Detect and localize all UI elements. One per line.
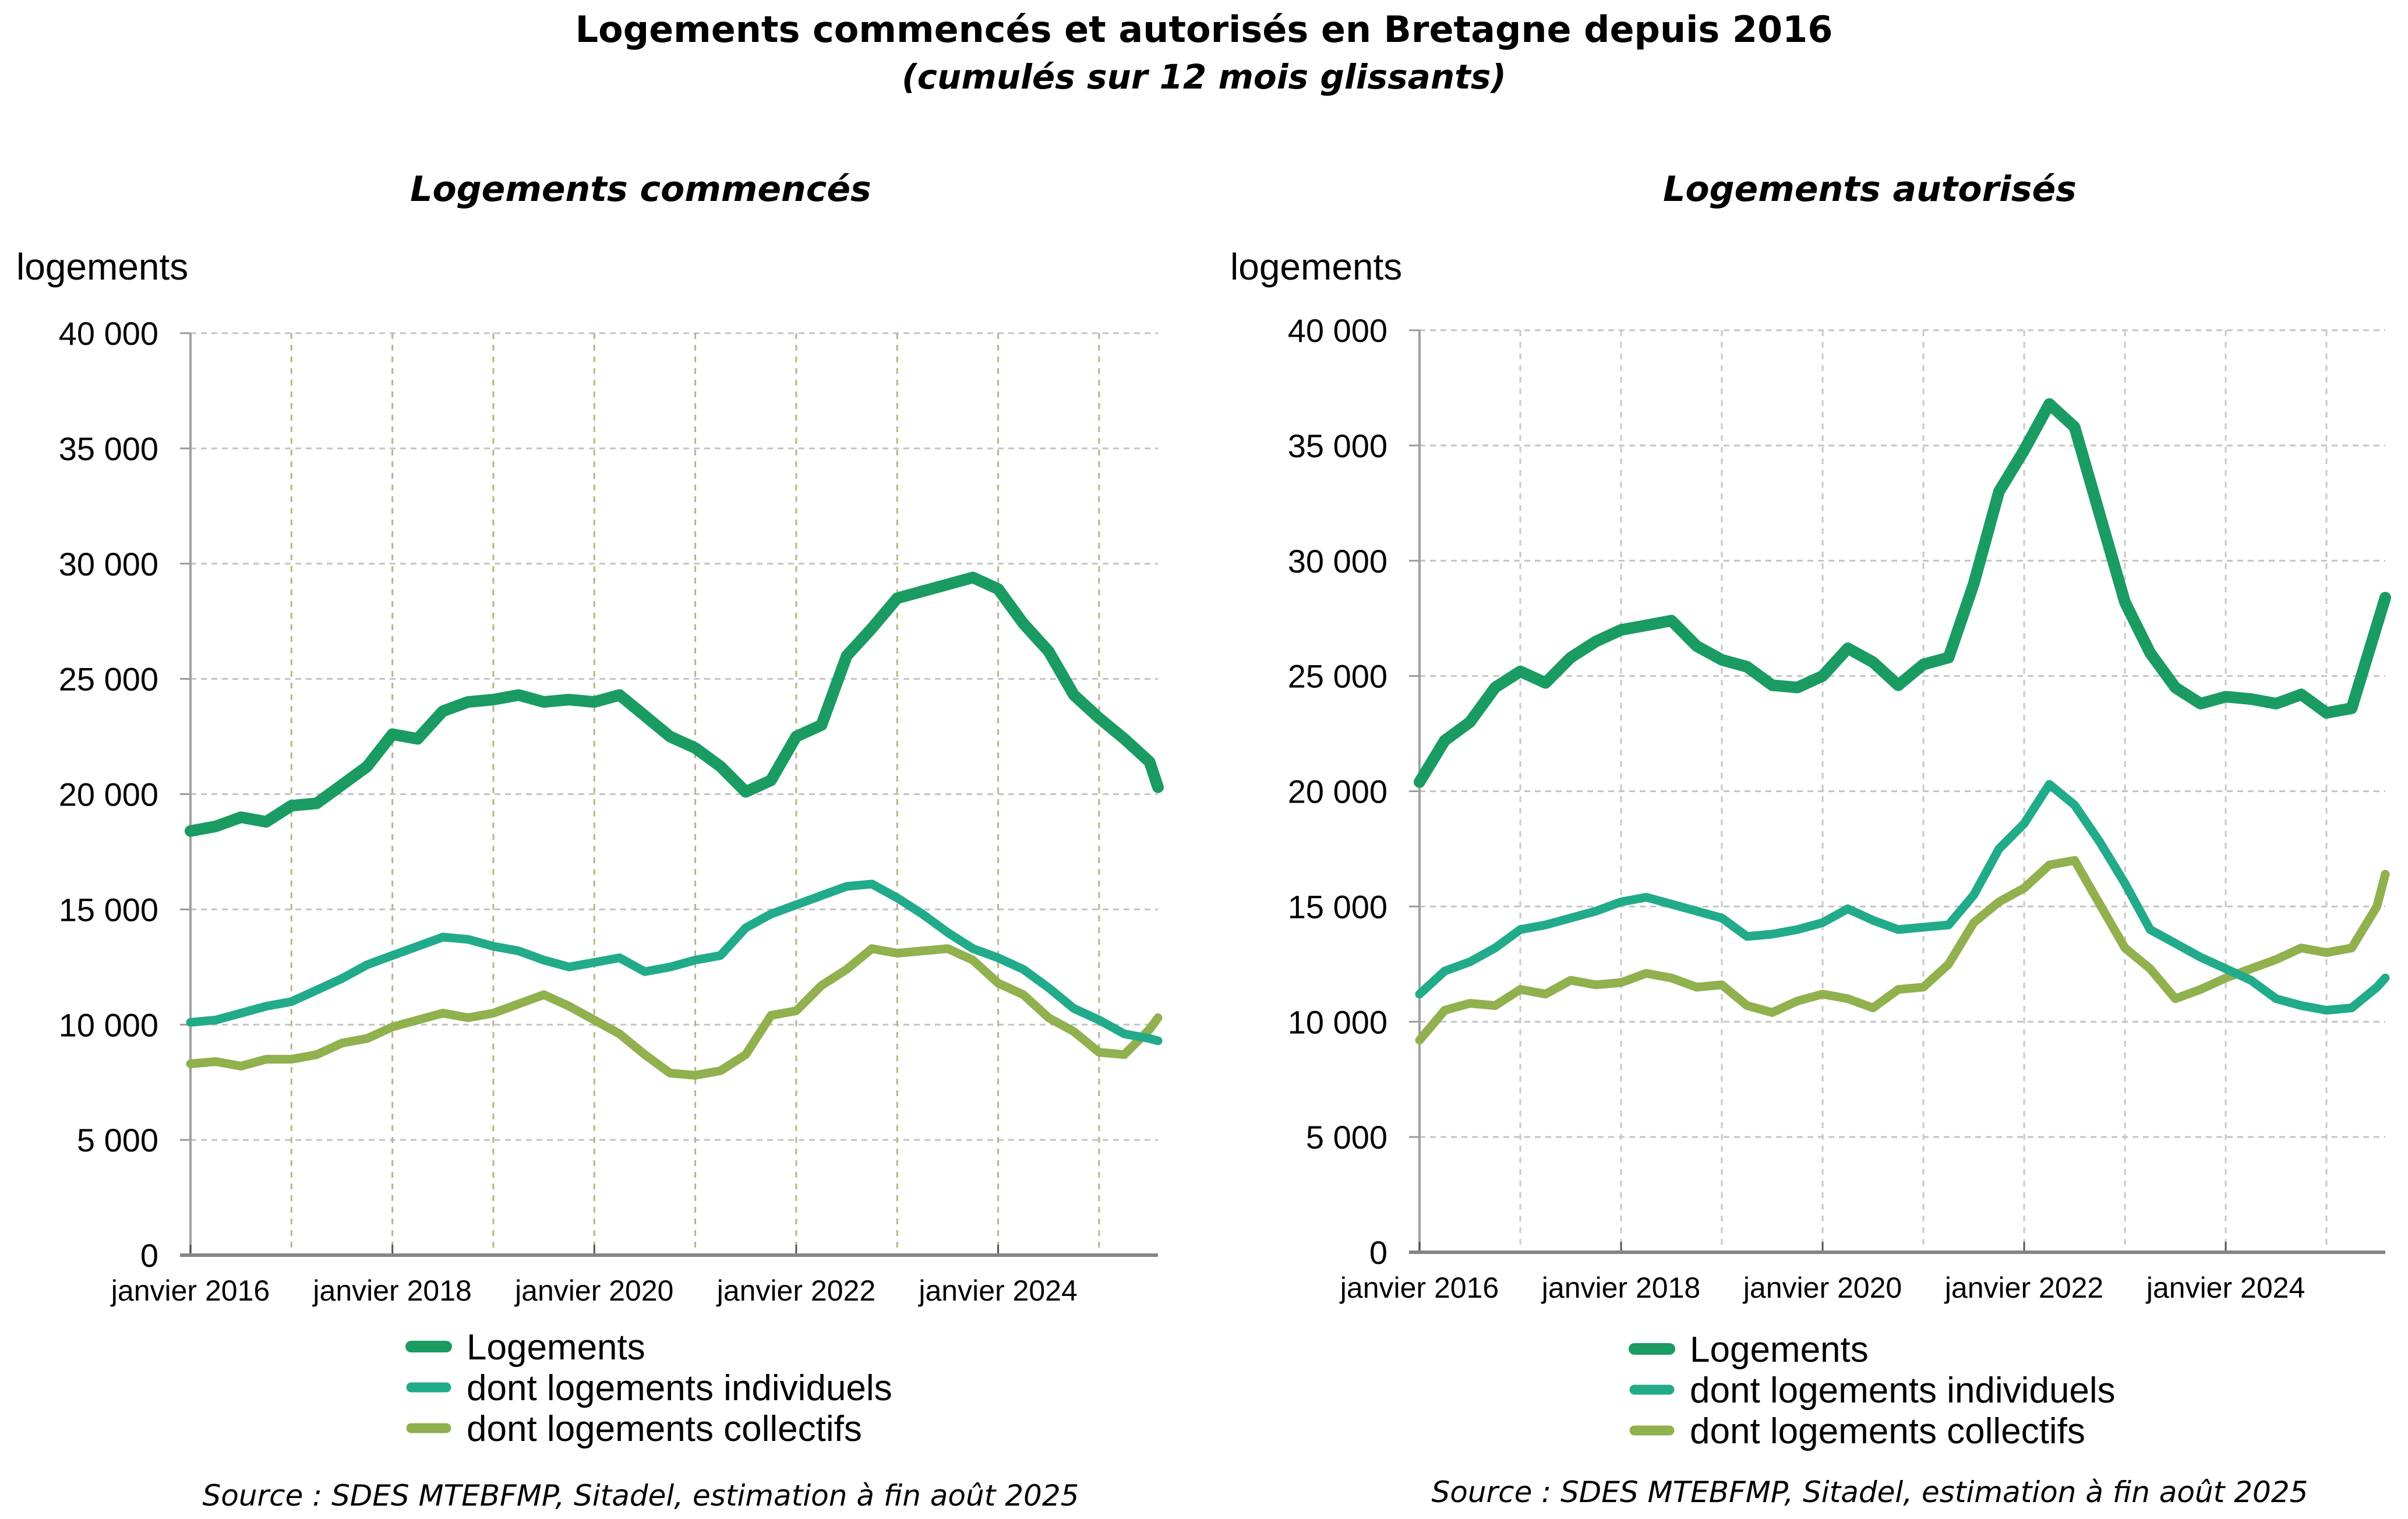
- series-line-individuels: [1415, 780, 2390, 1015]
- y-tick-label: 35 000: [1288, 428, 1387, 464]
- legend-label: dont logements individuels: [467, 1368, 892, 1408]
- right-x-axis: janvier 2016 janvier 2018 janvier 2020 janv…: [1339, 1242, 2385, 1304]
- legend-label: dont logements collectifs: [467, 1409, 862, 1449]
- right-series-lines: [1414, 398, 2391, 1045]
- left-grid: [190, 332, 1158, 1255]
- right-chart-title: Logements autorisés: [1663, 169, 2077, 210]
- left-source-note: Source : SDES MTEBFMP, Sitadel, estimati…: [203, 1479, 1079, 1513]
- main-subtitle: (cumulés sur 12 mois glissants): [902, 57, 1506, 97]
- x-tick-label: janvier 2022: [716, 1274, 875, 1307]
- y-tick-label: 15 000: [1288, 888, 1387, 925]
- series-line-collectifs: [1415, 856, 2390, 1045]
- x-tick-label: janvier 2022: [1944, 1271, 2103, 1304]
- y-tick-label: 15 000: [59, 891, 158, 928]
- left-chart: Logements commencés logements 0 5 000 10 0…: [16, 169, 1164, 1513]
- right-grid: [1420, 329, 2385, 1252]
- y-tick-label: 20 000: [59, 776, 158, 813]
- series-line-logements: [185, 571, 1164, 837]
- right-source-note: Source : SDES MTEBFMP, Sitadel, estimati…: [1432, 1475, 2308, 1509]
- left-chart-title: Logements commencés: [410, 169, 871, 210]
- series-line-collectifs: [186, 944, 1163, 1080]
- y-tick-label: 20 000: [1288, 773, 1387, 810]
- y-tick-label: 40 000: [1288, 312, 1387, 349]
- y-tick-label: 10 000: [59, 1006, 158, 1043]
- legend-label: dont logements collectifs: [1690, 1411, 2085, 1451]
- x-tick-label: janvier 2016: [1339, 1271, 1499, 1304]
- y-tick-label: 30 000: [59, 546, 158, 582]
- right-chart: Logements autorisés logements 0 5 000 10 0…: [1230, 169, 2391, 1509]
- y-tick-label: 40 000: [59, 315, 158, 352]
- left-unit-label: logements: [16, 246, 188, 288]
- main-title: Logements commencés et autorisés en Bret…: [575, 8, 1833, 51]
- x-tick-label: janvier 2020: [514, 1274, 673, 1307]
- series-line-logements: [1414, 398, 2391, 788]
- y-tick-label: 5 000: [77, 1122, 158, 1158]
- legend-label: Logements: [1690, 1330, 1869, 1370]
- x-tick-label: janvier 2018: [1541, 1271, 1700, 1304]
- x-tick-label: janvier 2024: [917, 1274, 1077, 1307]
- right-y-axis: 0 5 000 10 000 15 000 20 000 25 000 30 000 35 0…: [1288, 312, 1421, 1271]
- legend-label: Logements: [467, 1327, 645, 1368]
- x-tick-label: janvier 2016: [110, 1274, 270, 1307]
- y-tick-label: 0: [1369, 1234, 1387, 1271]
- y-tick-label: 30 000: [1288, 543, 1387, 580]
- y-tick-label: 10 000: [1288, 1004, 1387, 1040]
- y-tick-label: 5 000: [1306, 1119, 1387, 1156]
- series-line-individuels: [186, 879, 1163, 1045]
- left-y-axis: 0 5 000 10 000 15 000 20 000 25 000 30 000 35 0…: [59, 315, 192, 1274]
- legend-label: dont logements individuels: [1690, 1370, 2116, 1411]
- x-tick-label: janvier 2024: [2145, 1271, 2305, 1304]
- left-series-lines: [185, 571, 1164, 1080]
- left-x-axis: janvier 2016 janvier 2018 janvier 2020 janv…: [110, 1245, 1158, 1307]
- x-tick-label: janvier 2020: [1742, 1271, 1902, 1304]
- right-unit-label: logements: [1230, 246, 1402, 288]
- x-tick-label: janvier 2018: [312, 1274, 471, 1307]
- y-tick-label: 25 000: [1288, 658, 1387, 695]
- y-tick-label: 0: [140, 1237, 158, 1274]
- y-tick-label: 35 000: [59, 430, 158, 467]
- y-tick-label: 25 000: [59, 661, 158, 698]
